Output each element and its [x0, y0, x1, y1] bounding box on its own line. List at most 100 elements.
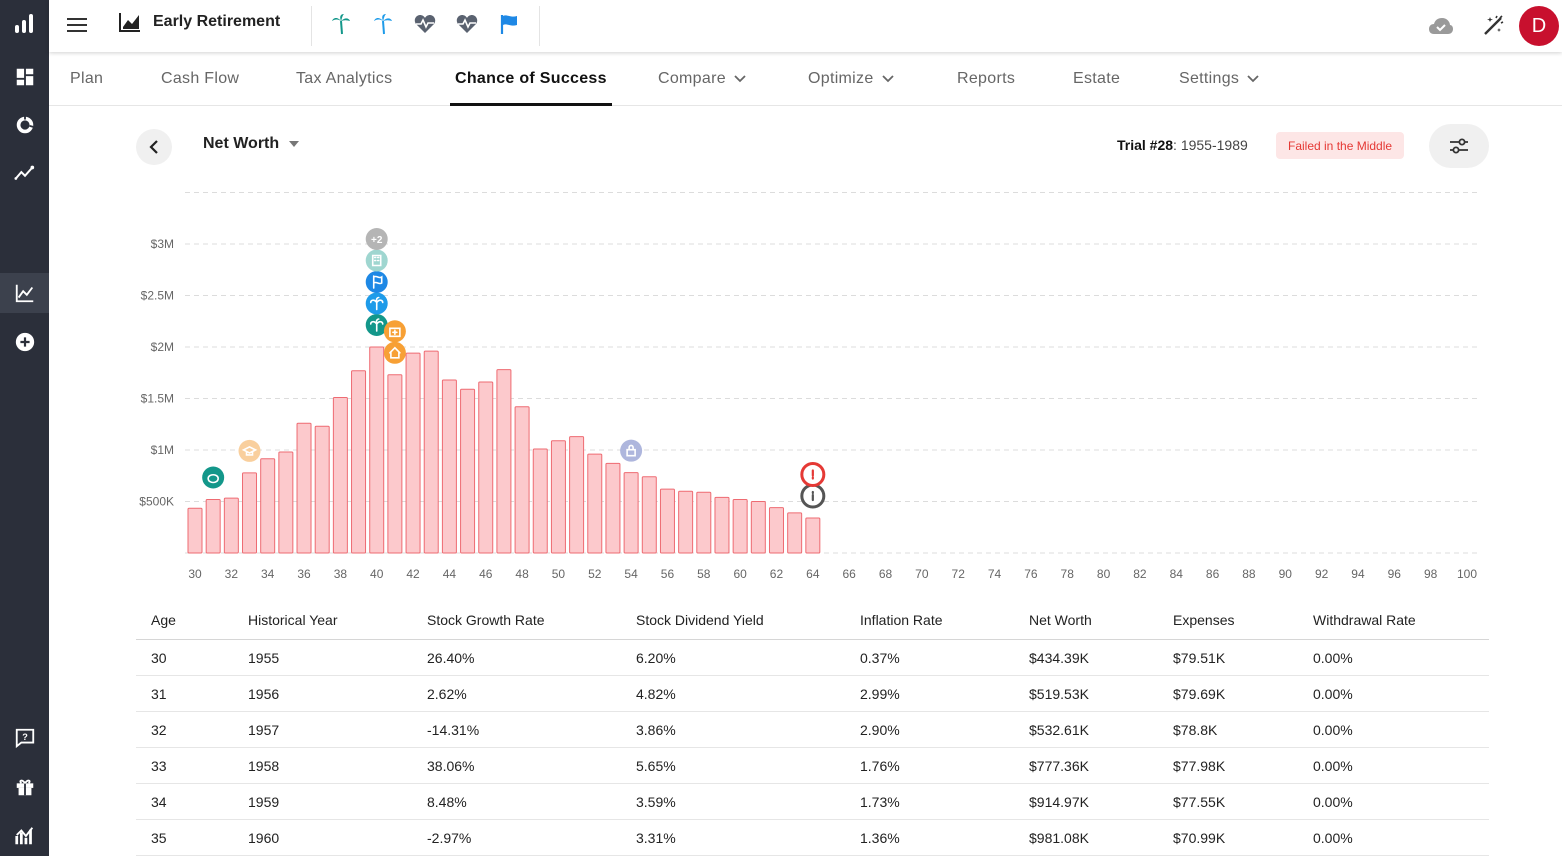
x-tick-label: 42 — [406, 567, 420, 581]
tab-optimize[interactable]: Optimize — [808, 52, 894, 106]
x-tick-label: 94 — [1351, 567, 1365, 581]
tab-tax-analytics[interactable]: Tax Analytics — [296, 70, 393, 87]
table-cell: $777.36K — [1029, 757, 1089, 774]
bar — [223, 497, 239, 554]
x-tick-label: 84 — [1170, 567, 1184, 581]
table-cell: 3.86% — [636, 721, 676, 738]
help-icon[interactable]: ? — [0, 718, 49, 758]
app-brand[interactable]: Early Retirement — [119, 12, 280, 32]
table-cell: 2.90% — [860, 721, 900, 738]
tab-plan[interactable]: Plan — [70, 70, 104, 87]
table-row[interactable]: 31 1956 2.62% 4.82% 2.99% $519.53K $79.69K 0.00… — [136, 676, 1489, 712]
table-cell: 1957 — [248, 721, 280, 738]
y-tick-label: $2.5M — [141, 289, 174, 303]
x-tick-label: 40 — [370, 567, 384, 581]
gift-icon[interactable] — [0, 767, 49, 807]
building-icon-glyph — [371, 254, 382, 267]
magic-wand-icon[interactable] — [1467, 4, 1519, 48]
bar — [678, 490, 694, 554]
table-row[interactable]: 32 1957 -14.31% 3.86% 2.90% $532.61K $78.8K 0.0… — [136, 712, 1489, 748]
x-tick-label: 74 — [988, 567, 1002, 581]
x-tick-label: 70 — [915, 567, 929, 581]
table-header: Age Historical Year Stock Growth Rate Stock… — [136, 601, 1489, 640]
chevron-down-icon — [881, 75, 894, 83]
table-cell: 3.59% — [636, 793, 676, 810]
x-tick-label: 58 — [697, 567, 711, 581]
table-cell: $914.97K — [1029, 793, 1089, 810]
x-tick-label: 62 — [770, 567, 784, 581]
bar — [369, 346, 385, 554]
flag-icon[interactable] — [497, 12, 521, 36]
cloud-check-icon[interactable] — [1415, 4, 1467, 48]
bar — [260, 458, 276, 554]
tab-chance-of-success[interactable]: Chance of Success — [450, 52, 612, 106]
table-cell: 0.00% — [1313, 829, 1353, 846]
table-cell: 38.06% — [427, 757, 475, 774]
more-events-icon — [365, 228, 388, 250]
analytics-icon[interactable] — [0, 816, 49, 856]
bar — [750, 501, 766, 554]
chart-area-icon[interactable] — [0, 273, 49, 313]
column-header: Stock Dividend Yield — [636, 612, 764, 628]
palm-tree-icon-glyph — [369, 296, 384, 311]
menu-icon[interactable] — [66, 14, 88, 36]
tab-compare[interactable]: Compare — [658, 52, 746, 106]
bar — [478, 381, 494, 554]
top-bar: Early Retirement D — [49, 0, 1562, 52]
x-tick-label: 46 — [479, 567, 493, 581]
logo-icon[interactable] — [0, 3, 49, 43]
svg-text:?: ? — [22, 732, 28, 742]
bar — [587, 453, 603, 554]
x-tick-label: 60 — [733, 567, 747, 581]
tab-settings[interactable]: Settings — [1179, 52, 1259, 106]
bar — [659, 488, 675, 554]
donut-icon[interactable] — [0, 105, 49, 145]
table-row[interactable]: 30 1955 26.40% 6.20% 0.37% $434.39K $79.51K 0.0… — [136, 640, 1489, 676]
net-worth-chart: $500K $1M $1.5M $2M $2.5M $3M 30 32 34 36 38 40 42 44… — [130, 190, 1490, 590]
table-cell: 2.62% — [427, 685, 467, 702]
caret-down-icon — [289, 141, 300, 147]
x-tick-label: 48 — [515, 567, 529, 581]
divider — [311, 6, 312, 46]
x-tick-label: 86 — [1206, 567, 1220, 581]
table-cell: 34 — [151, 793, 167, 810]
event-count-label: +2 — [371, 235, 383, 246]
table-cell: 0.00% — [1313, 757, 1353, 774]
house-icon — [383, 341, 406, 364]
y-tick-label: $3M — [151, 237, 174, 251]
table-cell: 0.00% — [1313, 685, 1353, 702]
palm-tree-icon[interactable] — [329, 12, 353, 36]
table-cell: 6.20% — [636, 649, 676, 666]
tab-estate[interactable]: Estate — [1073, 70, 1121, 87]
x-tick-label: 32 — [225, 567, 239, 581]
table-row[interactable]: 34 1959 8.48% 3.59% 1.73% $914.97K $77.55K 0.00… — [136, 784, 1489, 820]
bar — [569, 436, 585, 554]
quick-icons — [329, 12, 521, 36]
filter-button[interactable] — [1429, 124, 1489, 168]
palm-tree-icon-glyph — [369, 318, 384, 332]
table-cell: 4.82% — [636, 685, 676, 702]
add-circle-icon[interactable] — [0, 322, 49, 362]
tab-reports[interactable]: Reports — [957, 70, 1016, 87]
piggy-bank-icon-glyph — [207, 473, 219, 484]
table-cell: $78.8K — [1173, 721, 1218, 738]
bar — [805, 517, 821, 554]
table-cell: 1960 — [248, 829, 280, 846]
metric-label: Net Worth — [203, 135, 280, 152]
trend-icon[interactable] — [0, 153, 49, 193]
palm-tree-icon[interactable] — [371, 12, 395, 36]
metric-selector[interactable]: Net Worth — [203, 135, 300, 153]
dashboard-icon[interactable] — [0, 57, 49, 97]
heart-pulse-icon[interactable] — [413, 12, 437, 36]
table-row[interactable]: 33 1958 38.06% 5.65% 1.76% $777.36K $77.98K 0.0… — [136, 748, 1489, 784]
back-button[interactable] — [136, 129, 172, 165]
lock-icon-glyph — [626, 444, 636, 457]
table-row[interactable]: 35 1960 -2.97% 3.31% 1.36% $981.08K $70.99K 0.0… — [136, 820, 1489, 856]
tab-cash-flow[interactable]: Cash Flow — [161, 70, 240, 87]
table-cell: 33 — [151, 757, 167, 774]
heart-pulse-icon[interactable] — [455, 12, 479, 36]
x-tick-label: 100 — [1457, 567, 1477, 581]
avatar[interactable]: D — [1519, 6, 1559, 46]
bar — [187, 507, 203, 554]
bar — [351, 370, 367, 554]
